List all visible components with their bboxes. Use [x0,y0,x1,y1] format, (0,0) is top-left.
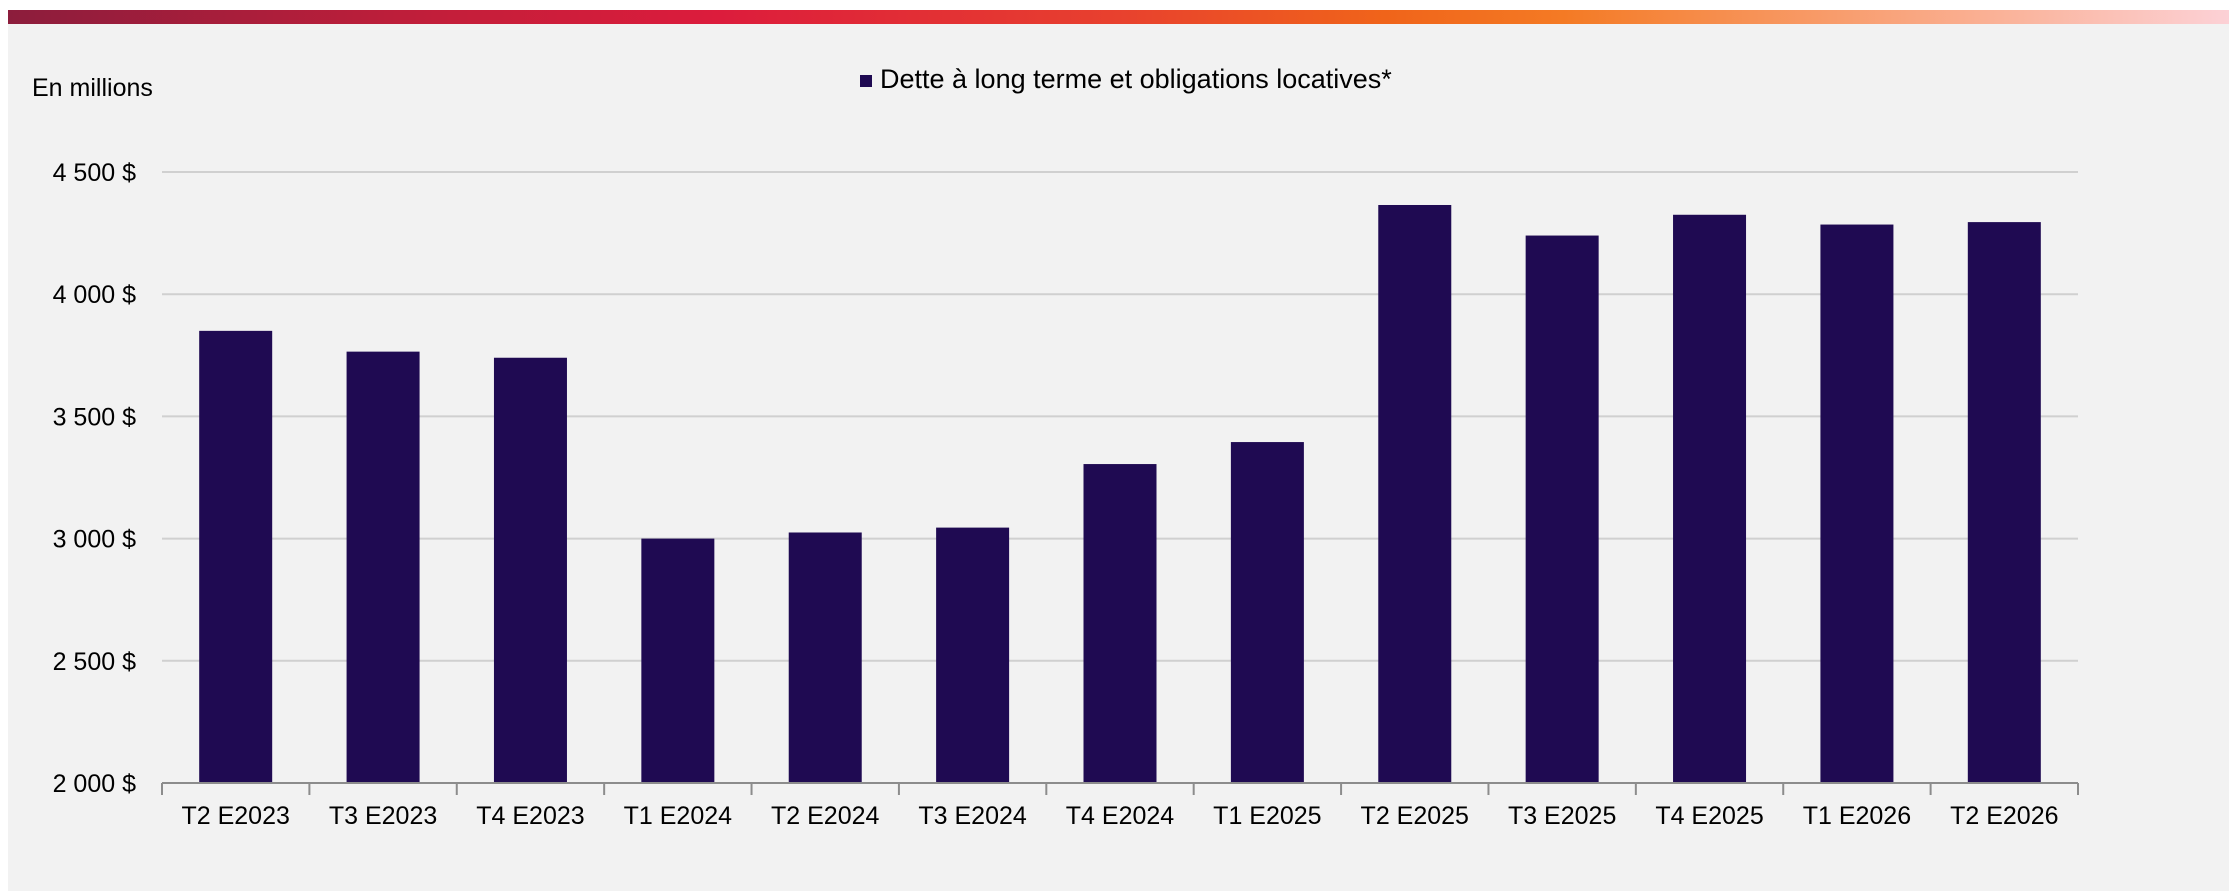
bar [1967,222,2041,784]
bar [346,351,420,783]
y-tick-label: 4 000 $ [53,281,137,309]
x-tick-label: T4 E2024 [1066,802,1175,830]
bar [788,532,862,783]
x-tick-label: T3 E2025 [1508,802,1616,830]
y-tick-label: 3 500 $ [53,403,137,431]
axes: 2 000 $ 2 500 $ 3 000 $ 3 500 $ 4 000 $ 4 500… [53,159,2079,830]
x-tick-label: T1 E2026 [1803,802,1911,830]
x-tick-label: T3 E2024 [918,802,1027,830]
bar-chart: 2 000 $ 2 500 $ 3 000 $ 3 500 $ 4 000 $ 4 500… [32,64,2079,830]
gridlines [162,171,2078,662]
y-tick-label: 3 000 $ [53,526,137,554]
legend-swatch [860,75,872,87]
x-tick-label: T1 E2025 [1213,802,1321,830]
bar [1378,204,1452,783]
bar [641,538,715,783]
header-gradient-bar [8,10,2229,24]
x-tick-label: T3 E2023 [329,802,437,830]
x-tick-label: T4 E2023 [476,802,584,830]
y-tick-label: 2 500 $ [53,648,137,676]
y-unit-label: En millions [32,74,153,102]
x-tick-label: T2 E2025 [1361,802,1469,830]
bars [199,204,2041,784]
bar [936,527,1010,783]
y-tick-label: 4 500 $ [53,159,137,187]
x-tick-label: T2 E2024 [771,802,880,830]
bar [1230,442,1304,783]
bar [1083,464,1157,783]
legend-label: Dette à long terme et obligations locati… [880,64,1392,94]
bar [1525,235,1599,783]
legend: Dette à long terme et obligations locati… [860,64,1392,94]
bar [1820,224,1894,783]
x-tick-label: T2 E2026 [1950,802,2058,830]
chart-panel: 2 000 $ 2 500 $ 3 000 $ 3 500 $ 4 000 $ 4 500… [8,24,2229,891]
bar [1673,214,1747,783]
x-tick-label: T1 E2024 [624,802,733,830]
x-tick-label: T2 E2023 [181,802,289,830]
bar [199,330,273,783]
bar [493,357,567,783]
y-tick-label: 2 000 $ [53,770,137,798]
x-tick-label: T4 E2025 [1655,802,1763,830]
